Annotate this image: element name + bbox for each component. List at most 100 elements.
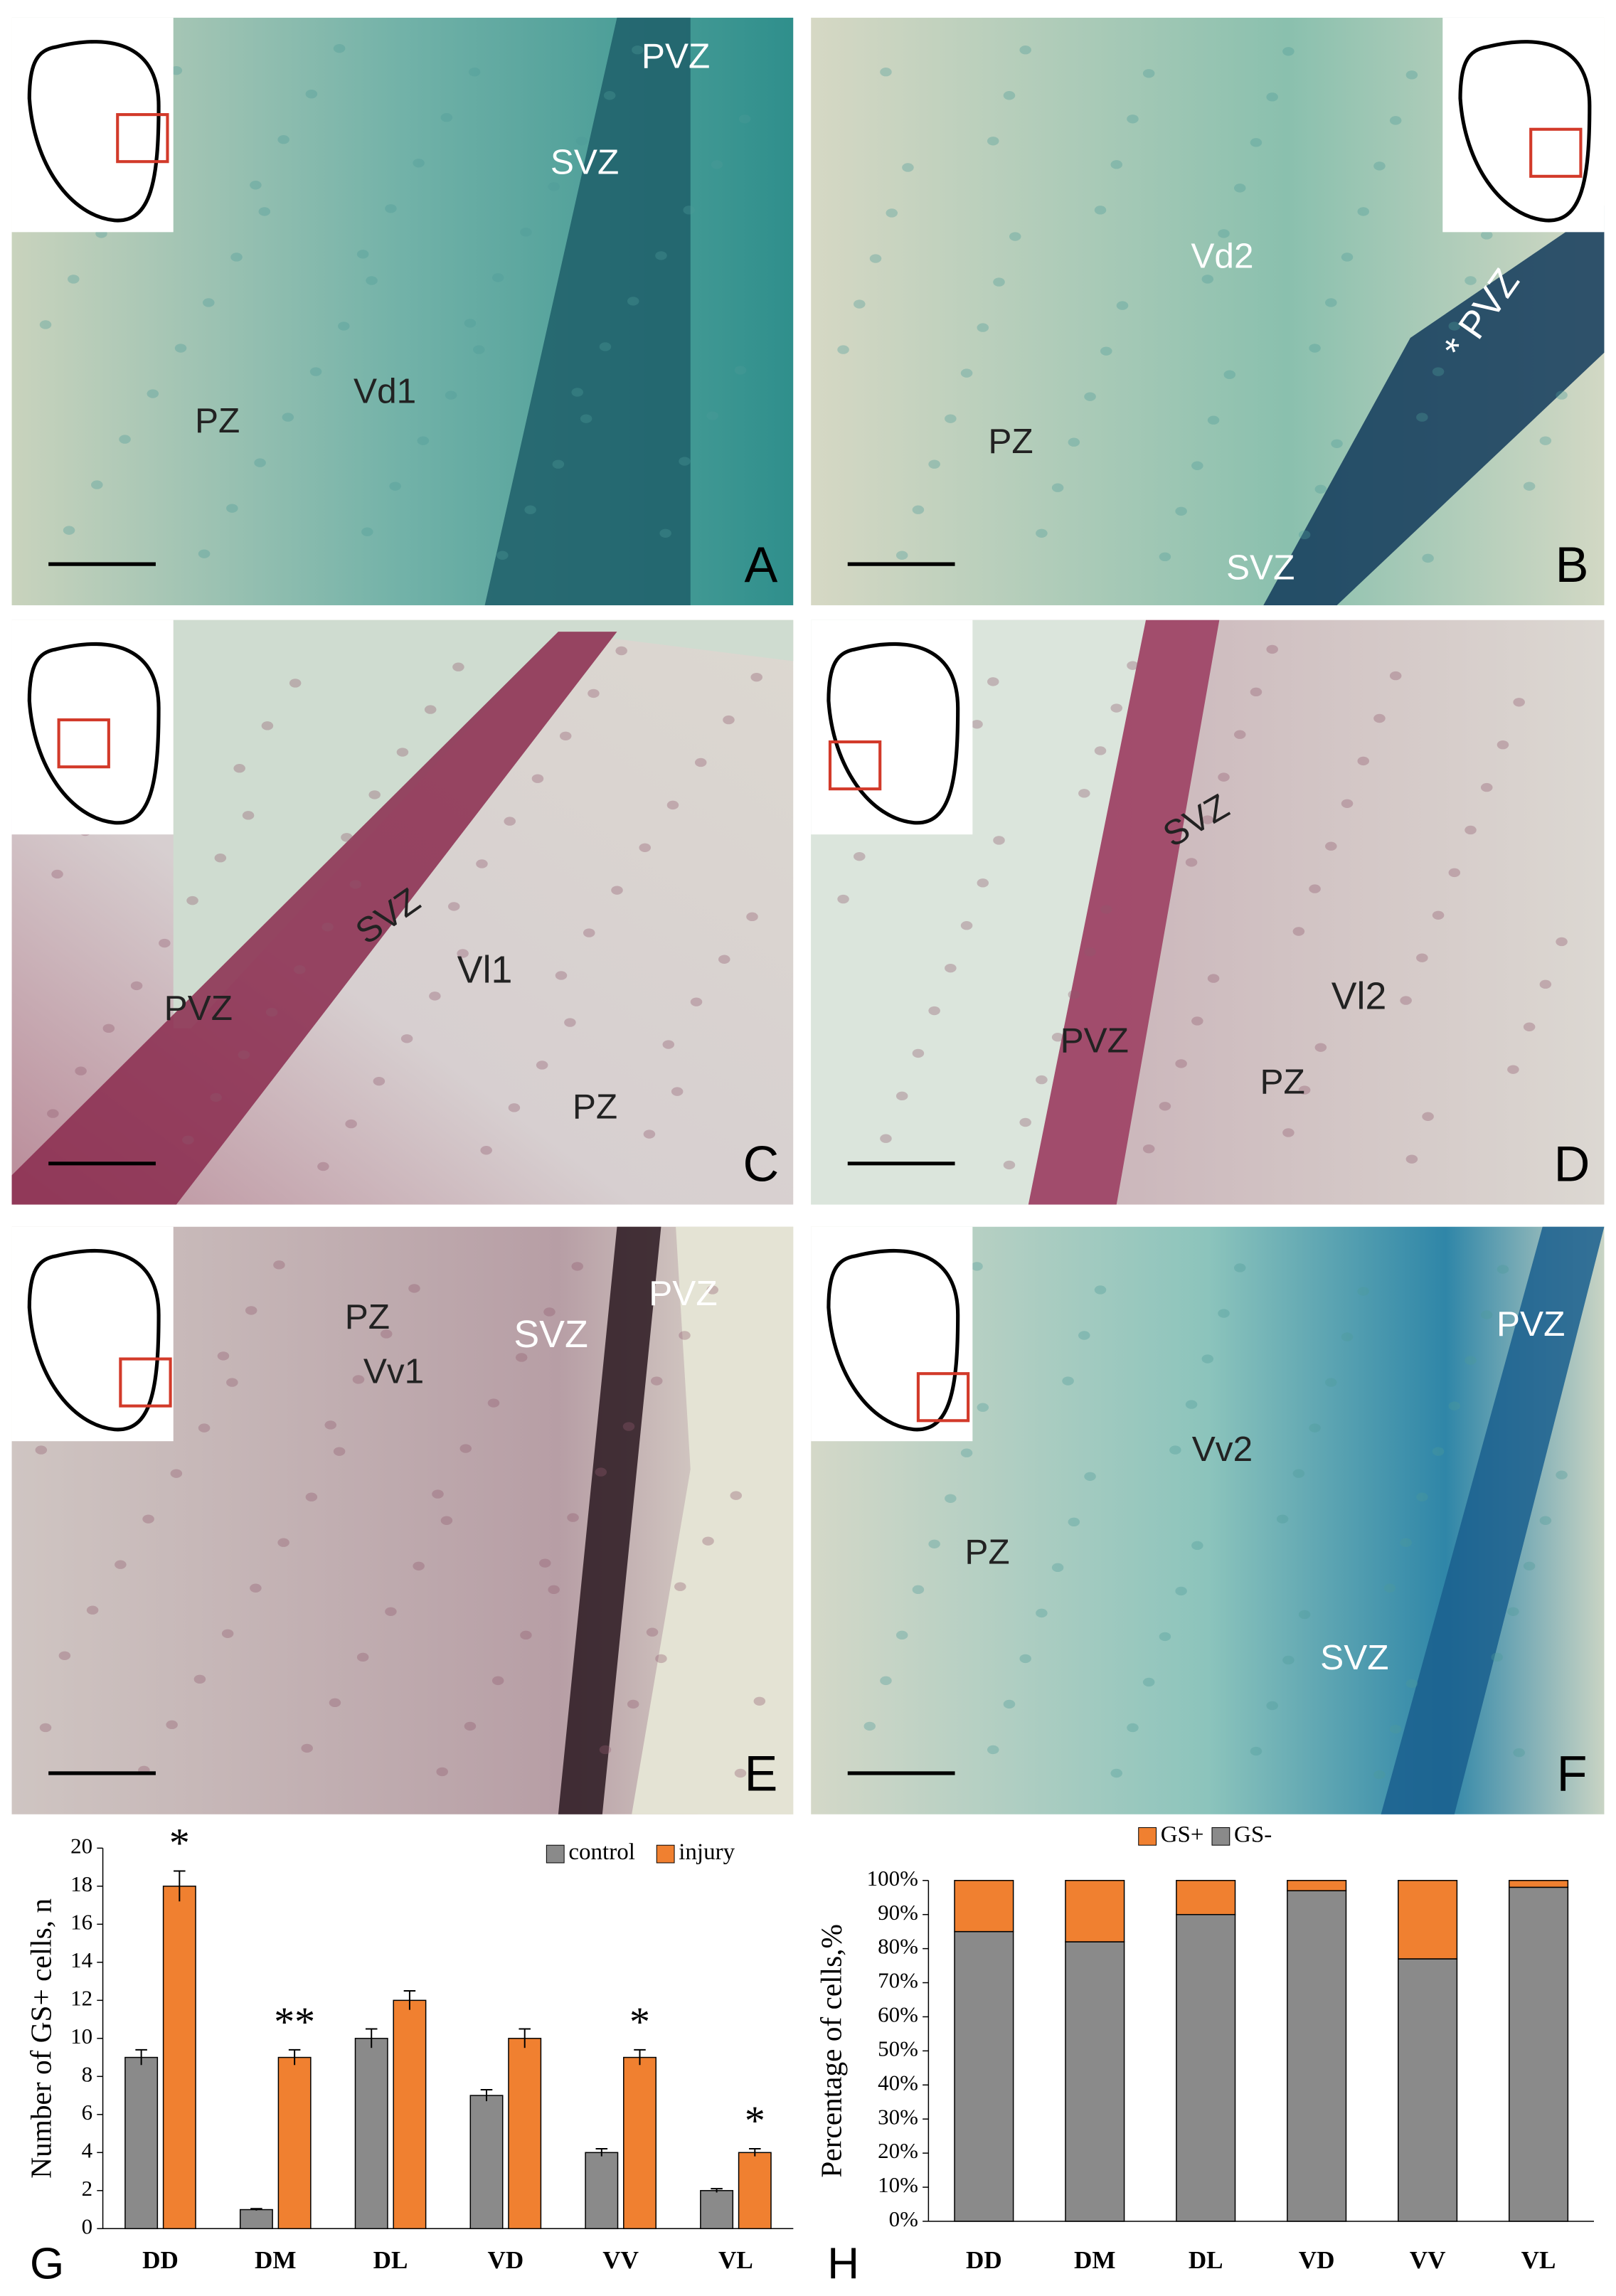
cell [1282, 1655, 1295, 1665]
cell [1078, 1331, 1090, 1340]
cell [102, 1024, 115, 1033]
cell [480, 1146, 492, 1155]
cell [245, 1306, 257, 1315]
cell [1341, 1332, 1354, 1341]
cell [1169, 1445, 1181, 1455]
panel-letter: B [1556, 536, 1589, 592]
cell [1159, 552, 1171, 562]
cell [1276, 1514, 1289, 1524]
cell [646, 1627, 659, 1637]
cell [119, 435, 131, 444]
cell [333, 1447, 346, 1456]
cell [1513, 698, 1525, 707]
x-tick-label: DL [1189, 2246, 1223, 2274]
cell [321, 923, 334, 932]
cell [329, 1698, 341, 1708]
micrograph-panel: PZ SVZ PVZ Vv1 E [11, 1226, 794, 1814]
panel-content: PVZ SVZ Vd1 PZ A [11, 17, 794, 605]
cell [632, 46, 644, 55]
cell [1507, 1065, 1519, 1074]
cell [1556, 390, 1568, 400]
cell [734, 1768, 747, 1778]
cell [575, 137, 588, 146]
region-label: SVZ [1320, 1637, 1388, 1677]
cell [242, 811, 255, 820]
cell [711, 160, 723, 169]
cell [520, 1630, 532, 1640]
cell [679, 1331, 691, 1340]
cell [464, 1721, 477, 1731]
cell [277, 1538, 289, 1547]
cell [282, 413, 294, 422]
cell [837, 894, 849, 904]
y-tick-label: 18 [70, 1871, 92, 1896]
cell [750, 672, 762, 682]
cell [1019, 1654, 1031, 1664]
cell [650, 1376, 663, 1386]
cell [317, 1162, 329, 1171]
cell [1331, 439, 1343, 448]
cell [734, 366, 747, 375]
region-label: PVZ [642, 36, 710, 76]
region-label: SVZ [551, 142, 619, 181]
region-label: Vd1 [354, 371, 416, 411]
cell [671, 1087, 684, 1096]
cell [1282, 47, 1295, 56]
region-marker [828, 740, 882, 791]
cell [380, 1329, 393, 1339]
cell [324, 1420, 336, 1430]
cell [1218, 1309, 1230, 1318]
cell [1201, 815, 1214, 824]
cell [1051, 1563, 1064, 1573]
cell [1068, 1517, 1080, 1527]
cell [273, 1260, 285, 1270]
cell [226, 504, 238, 513]
cell [960, 1448, 973, 1457]
region-label: PZ [964, 1531, 1009, 1571]
cell [524, 505, 536, 514]
cell [261, 721, 274, 730]
y-tick-label: 20 [70, 1833, 92, 1858]
cell [880, 68, 892, 77]
cell [1223, 370, 1236, 379]
cell [1432, 1447, 1445, 1456]
legend-label: injury [679, 1839, 735, 1865]
cell [548, 1585, 560, 1595]
cell [115, 1560, 127, 1569]
cell [977, 1403, 989, 1412]
region-marker [119, 1357, 172, 1408]
cell [683, 206, 695, 215]
cell [1127, 115, 1139, 124]
y-tick-label: 40% [878, 2070, 918, 2095]
cell [1233, 184, 1246, 193]
cell [674, 1582, 686, 1591]
bar-segment [954, 1880, 1014, 1933]
cell [1480, 782, 1493, 792]
bar [508, 2038, 542, 2230]
cell [1250, 138, 1262, 147]
cell [515, 1353, 528, 1362]
legend-label: GS+ [1161, 1822, 1204, 1847]
cell [1142, 1677, 1155, 1687]
cell [971, 720, 983, 729]
cell [91, 480, 103, 489]
cell [1094, 1285, 1107, 1295]
cell [1292, 927, 1305, 936]
cell [1523, 1022, 1536, 1031]
cell [309, 367, 322, 376]
cell [1523, 482, 1536, 491]
cell [1142, 69, 1155, 78]
cell [1432, 367, 1445, 376]
cell [902, 163, 914, 172]
cell [68, 275, 80, 284]
bar-segment [1065, 1941, 1125, 2222]
cell [1556, 937, 1568, 947]
brain-outline [27, 642, 161, 825]
cell [233, 764, 245, 773]
bar [354, 2038, 388, 2230]
cell [1266, 1701, 1278, 1711]
cell [1357, 1287, 1370, 1296]
significance-mark: * [629, 1999, 650, 2045]
cell [1309, 884, 1321, 893]
cell [1201, 275, 1214, 284]
